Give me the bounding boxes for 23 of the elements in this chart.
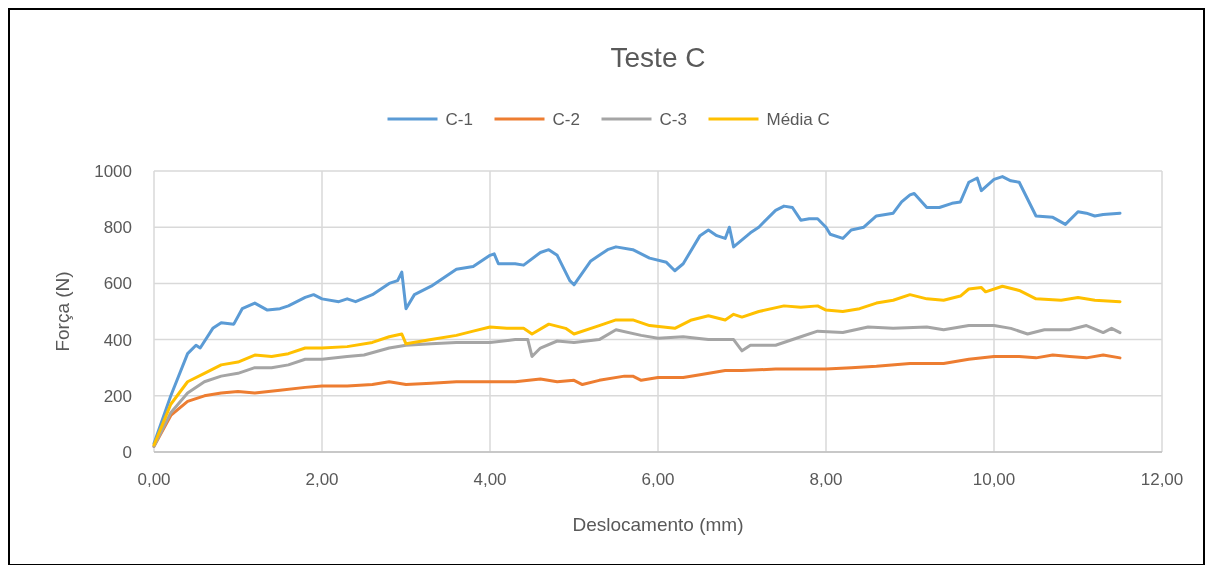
y-tick-label: 600 [103,274,132,294]
x-tick-label: 0,00 [137,470,171,489]
x-tick-label: 8,00 [809,470,843,489]
line-series [152,324,1122,448]
line-series [152,175,1122,446]
y-tick-label: 400 [103,330,132,350]
x-axis-title: Deslocamento (mm) [572,514,744,535]
x-tick-label: 12,00 [1140,470,1184,489]
x-tick-label: 10,00 [972,470,1016,489]
x-tick-label: 2,00 [305,470,339,489]
legend-label: C-3 [659,110,687,129]
chart-title: Teste C [610,42,706,73]
y-axis-title: Força (N) [52,271,73,352]
x-tick-label: 6,00 [641,470,675,489]
y-tick-label: 0 [122,443,132,462]
y-tick-label: 1000 [94,162,132,181]
x-tick-label: 4,00 [473,470,507,489]
legend-label: C-2 [552,110,580,129]
legend-label: Média C [766,110,830,129]
legend-label: C-1 [445,110,473,129]
line-series [152,284,1122,447]
y-tick-label: 200 [103,386,132,406]
y-tick-label: 800 [103,218,132,238]
